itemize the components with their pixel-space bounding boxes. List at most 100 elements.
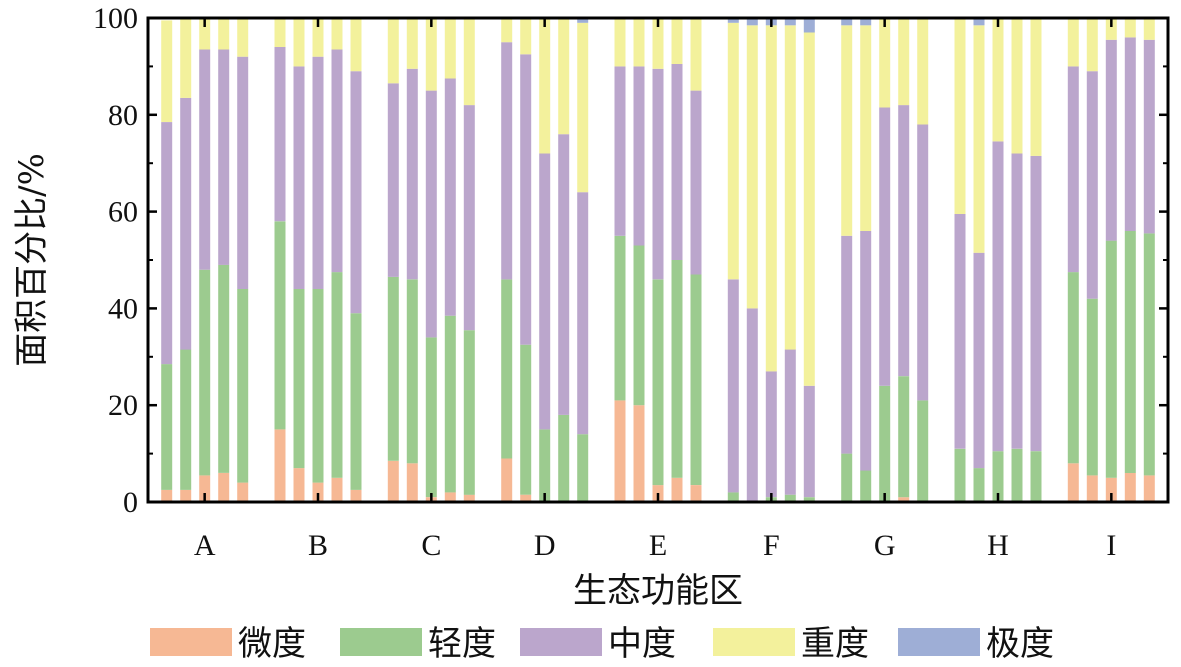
bar-segment-C-2-s3 — [406, 68, 418, 280]
bar-segment-D-4-s2 — [558, 414, 570, 502]
bar-segment-D-5-s5 — [577, 18, 589, 23]
bar-segment-G-1-s3 — [841, 235, 853, 454]
y-axis-title: 面积百分比/% — [12, 153, 52, 367]
y-tick-label: 0 — [123, 486, 138, 519]
bar-segment-A-3-s1 — [199, 475, 211, 502]
y-tick-label: 80 — [108, 99, 138, 132]
bar-segment-E-2-s2 — [633, 245, 645, 406]
bar-segment-G-2-s2 — [860, 470, 872, 502]
bar-segment-I-4-s4 — [1124, 18, 1136, 38]
x-tick-label-A: A — [194, 529, 216, 562]
bar-segment-F-2-s4 — [746, 25, 758, 309]
y-tick-label: 60 — [108, 196, 138, 229]
bar-segment-C-4-s3 — [444, 78, 456, 316]
bar-segment-C-5-s4 — [463, 18, 475, 106]
y-tick-labels: 0 20 40 60 80 100 — [93, 2, 138, 519]
bar-segment-A-4-s2 — [218, 264, 230, 473]
bar-segment-H-2-s2 — [973, 468, 985, 502]
bar-segment-I-4-s1 — [1124, 473, 1136, 502]
bar-segment-B-4-s4 — [331, 18, 343, 50]
bar-segment-E-3-s4 — [652, 18, 664, 69]
bar-segment-B-1-s2 — [274, 221, 286, 430]
bar-segment-A-1-s2 — [161, 364, 173, 490]
bar-segment-B-4-s1 — [331, 477, 343, 502]
bar-segment-I-5-s3 — [1143, 39, 1155, 234]
bar-segment-B-2-s4 — [293, 18, 305, 67]
bar-segment-H-1-s3 — [954, 214, 966, 449]
bar-segment-E-3-s2 — [652, 279, 664, 486]
bar-segment-I-4-s2 — [1124, 231, 1136, 473]
bar-segment-D-2-s1 — [520, 494, 532, 502]
bar-segment-B-1-s3 — [274, 47, 286, 222]
bar-segment-E-4-s4 — [671, 18, 683, 64]
bar-segment-G-4-s2 — [898, 376, 910, 498]
bar-segment-F-1-s4 — [727, 22, 739, 280]
bar-segment-C-1-s1 — [387, 460, 399, 502]
bar-segment-E-3-s3 — [652, 68, 664, 280]
bar-segment-C-1-s2 — [387, 276, 399, 461]
bar-segment-H-2-s4 — [973, 25, 985, 253]
legend-swatch-1 — [150, 628, 232, 656]
x-tick-label-I: I — [1106, 529, 1116, 562]
bar-segment-F-2-s5 — [746, 18, 758, 26]
bar-segment-D-5-s2 — [577, 434, 589, 502]
bar-segment-H-3-s4 — [992, 18, 1004, 142]
bar-segment-I-4-s3 — [1124, 37, 1136, 232]
bar-segment-C-5-s2 — [463, 330, 475, 495]
y-tick-label: 100 — [93, 2, 138, 35]
bar-segment-E-1-s2 — [614, 235, 626, 401]
bar-segment-E-2-s1 — [633, 405, 645, 502]
bar-segment-A-5-s4 — [237, 18, 249, 57]
bar-segment-D-1-s2 — [501, 279, 513, 459]
bar-segment-B-1-s4 — [274, 18, 286, 47]
bar-segment-I-3-s4 — [1105, 18, 1117, 40]
bar-segment-F-4-s2 — [784, 494, 796, 502]
bar-segment-C-4-s2 — [444, 315, 456, 493]
bar-segment-I-5-s1 — [1143, 475, 1155, 502]
bar-segment-G-5-s4 — [917, 18, 929, 125]
bar-segment-G-1-s4 — [841, 25, 853, 236]
x-tick-label-G: G — [874, 529, 896, 562]
bar-segment-B-2-s3 — [293, 66, 305, 290]
bar-segment-E-5-s1 — [690, 485, 702, 502]
y-tick-label: 20 — [108, 389, 138, 422]
bar-segment-F-4-s3 — [784, 349, 796, 495]
bar-segment-A-3-s2 — [199, 269, 211, 476]
legend-swatch-5 — [898, 628, 980, 656]
bar-segment-H-1-s4 — [954, 18, 966, 214]
bar-segment-E-4-s1 — [671, 477, 683, 502]
bar-segment-C-3-s2 — [425, 337, 437, 498]
x-tick-labels: A B C D E F G H I — [194, 529, 1117, 562]
bar-segment-A-1-s1 — [161, 489, 173, 502]
bar-segment-I-2-s4 — [1086, 18, 1098, 72]
bar-segment-B-3-s2 — [312, 289, 324, 483]
bar-segment-H-5-s2 — [1030, 451, 1042, 502]
bar-segment-E-2-s4 — [633, 18, 645, 67]
bar-segment-C-1-s4 — [387, 18, 399, 84]
bar-segment-I-2-s2 — [1086, 298, 1098, 476]
bar-segment-E-4-s3 — [671, 64, 683, 260]
x-tick-label-H: H — [987, 529, 1009, 562]
bar-segment-I-1-s3 — [1067, 66, 1079, 273]
legend-label-1: 微度 — [238, 624, 306, 664]
bar-segment-I-3-s2 — [1105, 240, 1117, 478]
bar-segment-D-2-s3 — [520, 54, 532, 345]
legend: 微度 轻度 中度 重度 极度 — [150, 624, 1054, 664]
x-tick-label-C: C — [421, 529, 441, 562]
bar-segment-D-5-s4 — [577, 22, 589, 193]
bar-segment-B-3-s4 — [312, 18, 324, 57]
bar-segment-G-4-s3 — [898, 105, 910, 377]
legend-label-4: 重度 — [801, 624, 869, 664]
bar-segment-G-2-s5 — [860, 18, 872, 26]
bar-segment-H-4-s3 — [1011, 153, 1023, 449]
bar-segment-H-3-s2 — [992, 451, 1004, 502]
bar-segment-B-2-s1 — [293, 468, 305, 502]
bar-segment-E-1-s4 — [614, 18, 626, 67]
bar-segment-D-3-s3 — [539, 153, 551, 430]
bar-segment-I-3-s1 — [1105, 477, 1117, 502]
bar-segment-F-3-s4 — [765, 25, 777, 372]
bar-segment-G-4-s1 — [898, 497, 910, 502]
legend-label-2: 轻度 — [428, 624, 496, 664]
bar-segment-H-4-s4 — [1011, 18, 1023, 154]
bar-segment-F-1-s3 — [727, 279, 739, 493]
